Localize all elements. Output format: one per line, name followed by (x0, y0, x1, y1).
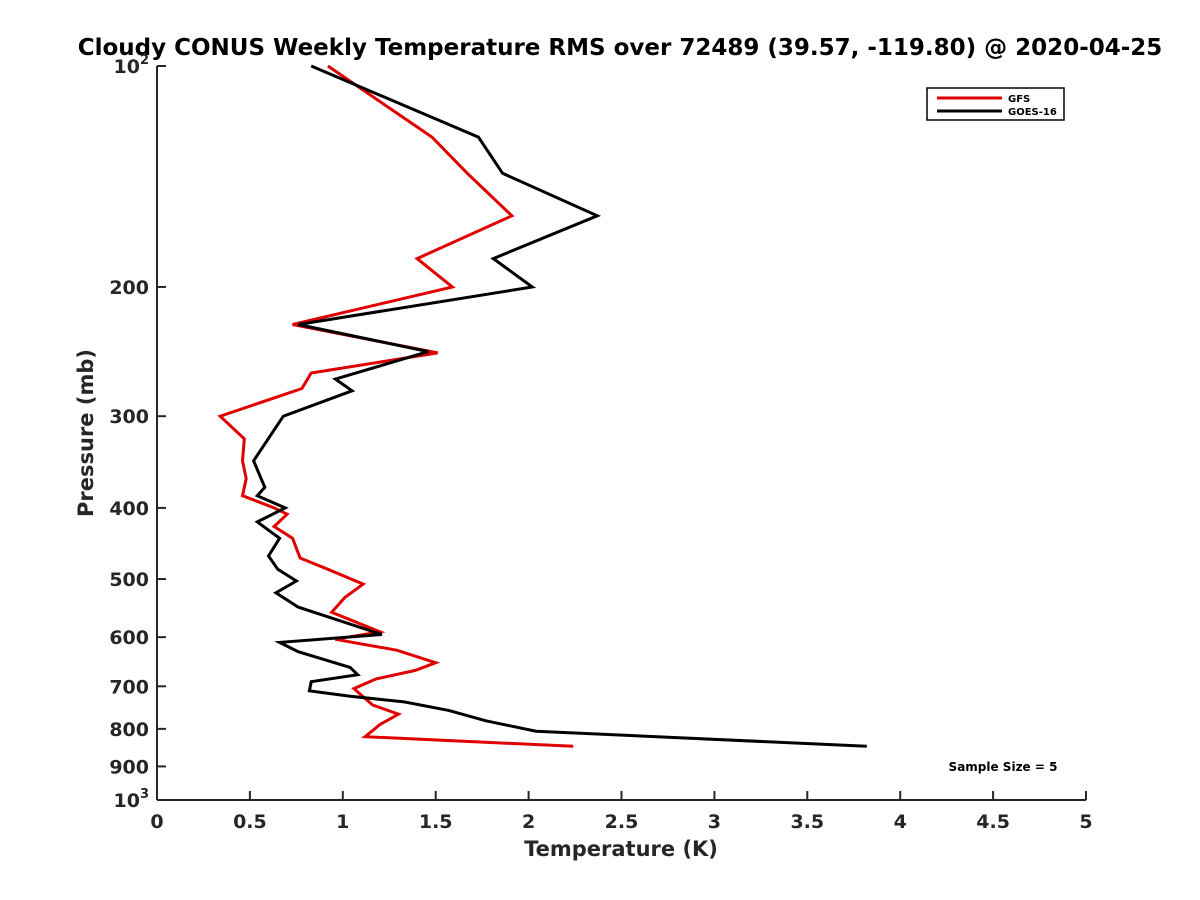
x-tick-label: 4.5 (976, 811, 1010, 833)
x-tick-label: 1 (336, 811, 349, 833)
series-lines (217, 64, 867, 748)
y-tick-label: 103 (114, 787, 150, 812)
x-axis-label: Temperature (K) (524, 837, 718, 861)
legend-entries: GFS GOES-16 (937, 94, 1057, 118)
x-tick-label: 0 (150, 811, 163, 833)
x-tick-label: 0.5 (233, 811, 267, 833)
x-tick-label: 1.5 (419, 811, 453, 833)
x-tick-label: 2.5 (605, 811, 639, 833)
plot-area: 0 0.5 1 1.5 2 2.5 3 3.5 4 4.5 5 102200300400500600… (109, 53, 1092, 833)
legend-box (926, 87, 1065, 121)
y-tick-label: 500 (109, 569, 149, 591)
sample-size-annotation: Sample Size = 5 (949, 760, 1058, 774)
series-line-goes-16 (251, 64, 867, 748)
y-tick-label-exponent: 3 (140, 787, 149, 802)
y-tick-label: 700 (109, 676, 149, 698)
y-tick-label: 400 (109, 498, 149, 520)
x-tick-label: 5 (1079, 811, 1092, 833)
chart-title: Cloudy CONUS Weekly Temperature RMS over… (78, 35, 1163, 61)
y-tick-label: 200 (109, 277, 149, 299)
y-tick-label: 300 (109, 406, 149, 428)
x-tick-label: 3.5 (790, 811, 824, 833)
y-tick-label-exponent: 2 (140, 53, 149, 68)
y-tick-label: 600 (109, 627, 149, 649)
legend-label-goes-16: GOES-16 (1008, 107, 1057, 118)
x-tick-label: 2 (522, 811, 535, 833)
y-axis-label: Pressure (mb) (74, 349, 98, 517)
y-tick-label-base: 10 (114, 790, 140, 812)
y-tick-label-base: 10 (114, 56, 140, 78)
legend-label-gfs: GFS (1008, 94, 1030, 105)
y-tick-label: 102 (114, 53, 150, 78)
series-line-gfs (217, 64, 574, 748)
y-tick-label: 900 (109, 756, 149, 778)
y-tick-label: 800 (109, 719, 149, 741)
legend: GFS GOES-16 (926, 87, 1065, 121)
x-tick-label: 4 (894, 811, 907, 833)
x-tick-label: 3 (708, 811, 721, 833)
x-ticks: 0 0.5 1 1.5 2 2.5 3 3.5 4 4.5 5 (150, 791, 1093, 833)
